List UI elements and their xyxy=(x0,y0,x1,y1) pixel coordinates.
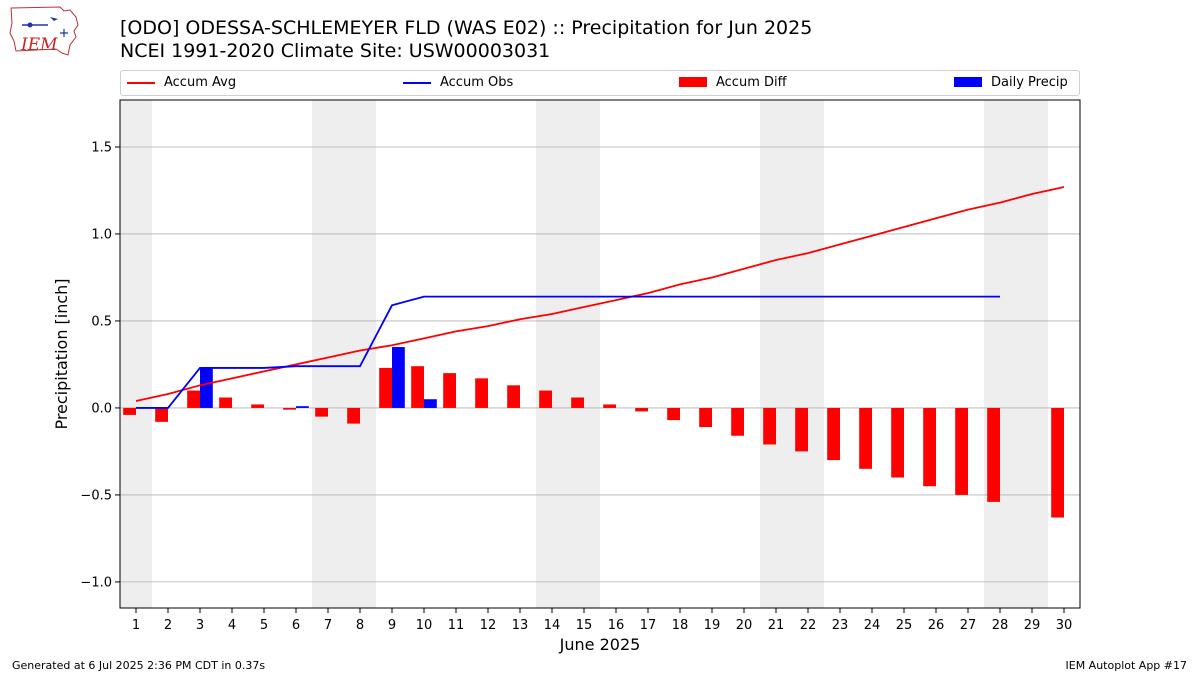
legend-swatch-accum-avg xyxy=(127,82,155,84)
accum-diff-bar xyxy=(155,407,168,422)
accum-diff-bar xyxy=(379,367,392,408)
x-tick-label: 12 xyxy=(480,618,497,633)
legend-label-daily-precip: Daily Precip xyxy=(991,75,1068,90)
accum-diff-bar xyxy=(731,407,744,436)
daily-precip-bar xyxy=(296,406,309,408)
x-tick-label: 18 xyxy=(672,618,689,633)
weekend-shading xyxy=(120,100,1048,608)
accum-diff-bar xyxy=(187,390,200,408)
accum-diff-bar xyxy=(411,366,424,408)
y-tick-label: −0.5 xyxy=(80,488,112,503)
y-tick-label: −1.0 xyxy=(80,575,112,590)
accum-diff-bar xyxy=(859,407,872,469)
accum-diff-bar xyxy=(507,385,520,408)
x-tick-label: 16 xyxy=(608,618,625,633)
accum-diff-bar xyxy=(315,407,328,417)
x-tick-label: 9 xyxy=(388,618,396,633)
legend-swatch-accum-diff xyxy=(679,77,707,87)
y-tick-label: 1.0 xyxy=(91,227,112,242)
x-tick-label: 22 xyxy=(800,618,817,633)
y-tick-label: 0.0 xyxy=(91,401,112,416)
accum-diff-bar xyxy=(763,407,776,445)
weekend-shade-2 xyxy=(536,100,600,608)
x-tick-label: 14 xyxy=(544,618,561,633)
legend-label-accum-diff: Accum Diff xyxy=(716,75,787,90)
accum-diff-bar xyxy=(699,407,712,428)
app-note: IEM Autoplot App #17 xyxy=(1065,659,1188,672)
accum-diff-bar xyxy=(795,407,808,452)
x-tick-label: 26 xyxy=(928,618,945,633)
weekend-shade-4 xyxy=(984,100,1048,608)
legend-swatch-daily-precip xyxy=(954,77,982,87)
accum-diff-bar xyxy=(667,407,680,421)
accum-diff-bar xyxy=(891,407,904,478)
y-gridlines xyxy=(120,146,1080,583)
x-tick-label: 8 xyxy=(356,618,364,633)
x-tick-label: 19 xyxy=(704,618,721,633)
chart-title: [ODO] ODESSA-SCHLEMEYER FLD (WAS E02) ::… xyxy=(120,17,813,39)
x-tick-label: 24 xyxy=(864,618,881,633)
chart-legend: Accum Avg Accum Obs Accum Diff Daily Pre… xyxy=(120,70,1080,96)
accum-diff-bar xyxy=(635,407,648,412)
x-tick-label: 30 xyxy=(1056,618,1073,633)
x-tick-label: 23 xyxy=(832,618,849,633)
accum-diff-bar xyxy=(955,407,968,495)
generated-note: Generated at 6 Jul 2025 2:36 PM CDT in 0… xyxy=(12,659,266,672)
chart-subtitle: NCEI 1991-2020 Climate Site: USW00003031 xyxy=(120,40,551,62)
weekend-shade-0 xyxy=(120,100,152,608)
accum-diff-bar xyxy=(219,397,232,408)
accum-diff-bar xyxy=(475,378,488,408)
daily-precip-bar xyxy=(392,347,405,408)
x-tick-label: 3 xyxy=(196,618,204,633)
x-tick-label: 1 xyxy=(132,618,140,633)
legend-label-accum-obs: Accum Obs xyxy=(440,75,514,90)
x-tick-label: 5 xyxy=(260,618,268,633)
legend-label-accum-avg: Accum Avg xyxy=(164,75,237,90)
accum-diff-bar xyxy=(539,390,552,408)
daily-precip-bar xyxy=(200,367,213,408)
x-tick-label: 17 xyxy=(640,618,657,633)
lines xyxy=(135,186,1065,409)
x-tick-label: 13 xyxy=(512,618,529,633)
x-tick-label: 28 xyxy=(992,618,1009,633)
iem-logo: IEM xyxy=(8,5,80,59)
y-tick-label: 0.5 xyxy=(91,314,112,329)
x-tick-label: 10 xyxy=(416,618,433,633)
x-tick-label: 11 xyxy=(448,618,465,633)
x-tick-label: 2 xyxy=(164,618,172,633)
plot-frame xyxy=(119,99,1081,609)
accum-diff-bar xyxy=(251,404,264,408)
accum-diff-bar xyxy=(827,407,840,461)
x-tick-label: 27 xyxy=(960,618,977,633)
x-tick-label: 29 xyxy=(1024,618,1041,633)
accum-diff-bar xyxy=(347,407,360,424)
x-axis-label: June 2025 xyxy=(559,635,641,654)
daily-precip-bar xyxy=(424,399,437,408)
accum-diff-bar xyxy=(443,373,456,408)
accum-obs-line xyxy=(136,295,1000,409)
accum-diff-bar xyxy=(987,407,1000,502)
bars xyxy=(123,347,1064,518)
accum-diff-bar xyxy=(123,407,136,415)
x-tick-label: 4 xyxy=(228,618,236,633)
weekend-shade-3 xyxy=(760,100,824,608)
accum-diff-bar xyxy=(283,407,296,410)
accum-diff-bar xyxy=(1051,407,1064,518)
y-axis-label: Precipitation [inch] xyxy=(52,278,71,429)
x-tick-label: 7 xyxy=(324,618,332,633)
x-tick-label: 21 xyxy=(768,618,785,633)
accum-diff-bar xyxy=(923,407,936,487)
x-tick-label: 25 xyxy=(896,618,913,633)
axes: −1.0−0.50.00.51.01.51 2 3 4 5 6 7 8 9 10 11 12 13 14 1… xyxy=(80,140,1072,633)
x-tick-label: 20 xyxy=(736,618,753,633)
accum-diff-bar xyxy=(603,404,616,408)
logo-text: IEM xyxy=(21,35,58,55)
x-tick-label: 6 xyxy=(292,618,300,633)
accum-diff-bar xyxy=(571,397,584,408)
legend-swatch-accum-obs xyxy=(403,82,431,84)
y-tick-label: 1.5 xyxy=(91,140,112,155)
x-tick-label: 15 xyxy=(576,618,593,633)
